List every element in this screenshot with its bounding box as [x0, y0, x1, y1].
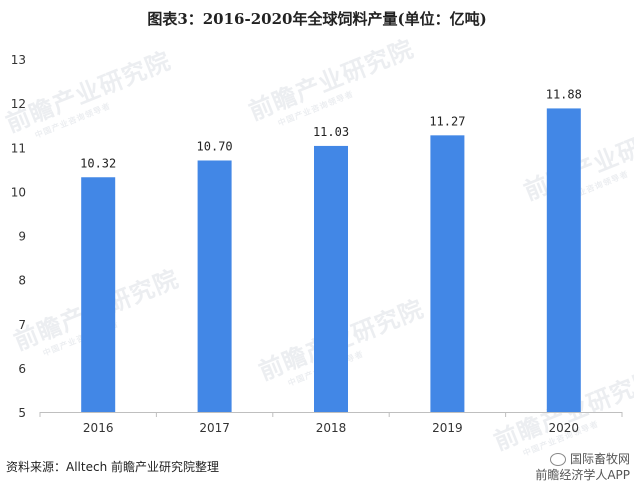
bar — [430, 135, 465, 412]
y-tick-label: 7 — [18, 318, 26, 332]
brand-line1: 国际畜牧网 — [569, 452, 630, 466]
source-note: 资料来源：Alltech 前瞻产业研究院整理 — [6, 460, 219, 474]
chart-title: 图表3：2016-2020年全球饲料产量(单位：亿吨) — [147, 10, 487, 28]
y-tick-label: 5 — [18, 406, 26, 420]
x-tick-label: 2017 — [199, 421, 230, 435]
wechat-icon — [549, 453, 566, 466]
y-tick-label: 10 — [11, 185, 26, 199]
y-tick-label: 13 — [11, 53, 26, 67]
bar — [314, 145, 348, 412]
x-tick-label: 2016 — [83, 421, 114, 435]
data-label: 11.03 — [313, 125, 349, 139]
data-label: 11.88 — [546, 87, 582, 101]
bar — [546, 108, 581, 413]
brand-mark: 国际畜牧网 前瞻经济学人APP — [535, 451, 630, 483]
y-tick-label: 8 — [18, 274, 26, 288]
y-tick-label: 9 — [18, 230, 26, 244]
x-tick-label: 2018 — [316, 421, 347, 435]
data-label: 10.70 — [197, 139, 233, 153]
brand-line2: 前瞻经济学人APP — [535, 468, 630, 482]
y-tick-label: 12 — [11, 97, 26, 111]
data-label: 10.32 — [80, 156, 116, 170]
y-tick-label: 11 — [11, 141, 26, 155]
y-tick-label: 6 — [18, 362, 26, 376]
data-label: 11.27 — [429, 114, 465, 128]
x-tick-label: 2020 — [549, 421, 580, 435]
bar — [81, 177, 116, 412]
x-tick-label: 2019 — [432, 421, 463, 435]
bar — [197, 160, 232, 412]
